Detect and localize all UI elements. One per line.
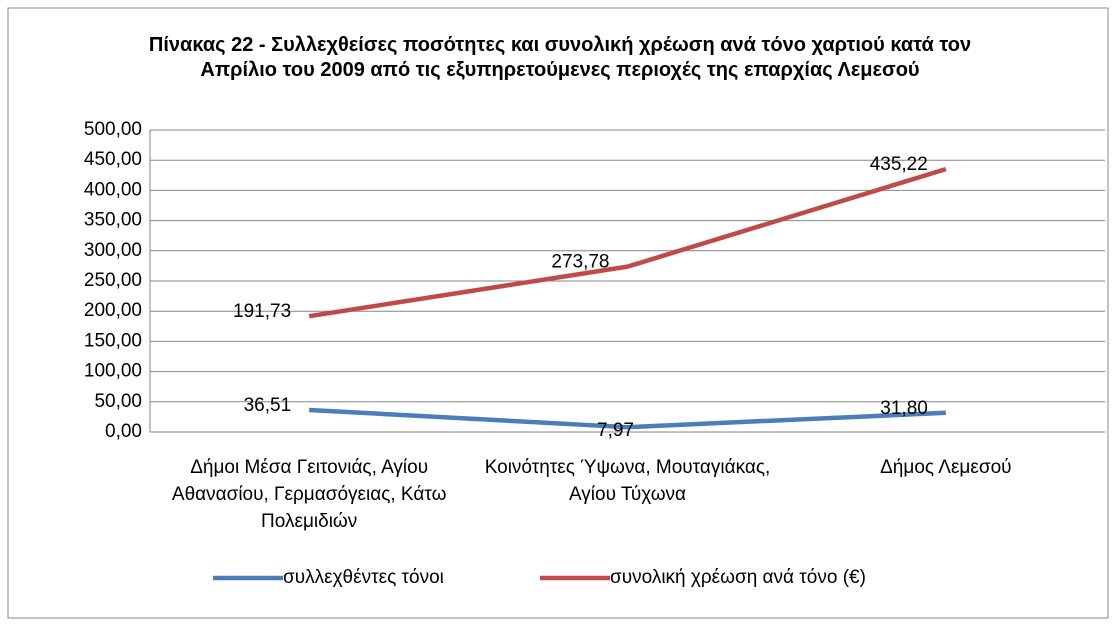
y-tick-label: 300,00 [84, 240, 142, 261]
y-tick-label: 250,00 [84, 270, 142, 291]
data-label: 273,78 [551, 252, 609, 273]
data-label: 7,97 [597, 420, 634, 441]
y-tick-label: 100,00 [84, 361, 142, 382]
series-line [308, 166, 947, 319]
chart-border [7, 7, 1109, 619]
x-tick-label: Κοινότητες Ύψωνα, Μουταγιάκας, Αγίου Τύχ… [484, 457, 771, 505]
data-label: 36,51 [244, 395, 292, 416]
x-tick-label: Δήμοι Μέσα Γειτονιάς, Αγίου Αθανασίου, Γ… [171, 457, 447, 532]
legend-label: συνολική χρέωση ανά τόνο (€) [610, 567, 866, 588]
series-line [309, 407, 946, 430]
data-label: 435,22 [870, 154, 928, 175]
chart-title: Πίνακας 22 - Συλλεχθείσες ποσότητες και … [148, 34, 972, 81]
y-tick-label: 450,00 [84, 149, 142, 170]
y-tick-label: 400,00 [84, 179, 142, 200]
data-label: 31,80 [880, 398, 928, 419]
y-tick-label: 0,00 [105, 421, 142, 442]
y-tick-label: 500,00 [84, 119, 142, 140]
x-tick-label: Δήμος Λεμεσού [880, 457, 1012, 478]
legend-label: συλλεχθέντες τόνοι [283, 567, 444, 588]
y-tick-label: 150,00 [84, 330, 142, 351]
y-tick-label: 50,00 [94, 391, 142, 412]
data-label: 191,73 [233, 301, 291, 322]
y-tick-label: 200,00 [84, 300, 142, 321]
y-tick-label: 350,00 [84, 210, 142, 231]
